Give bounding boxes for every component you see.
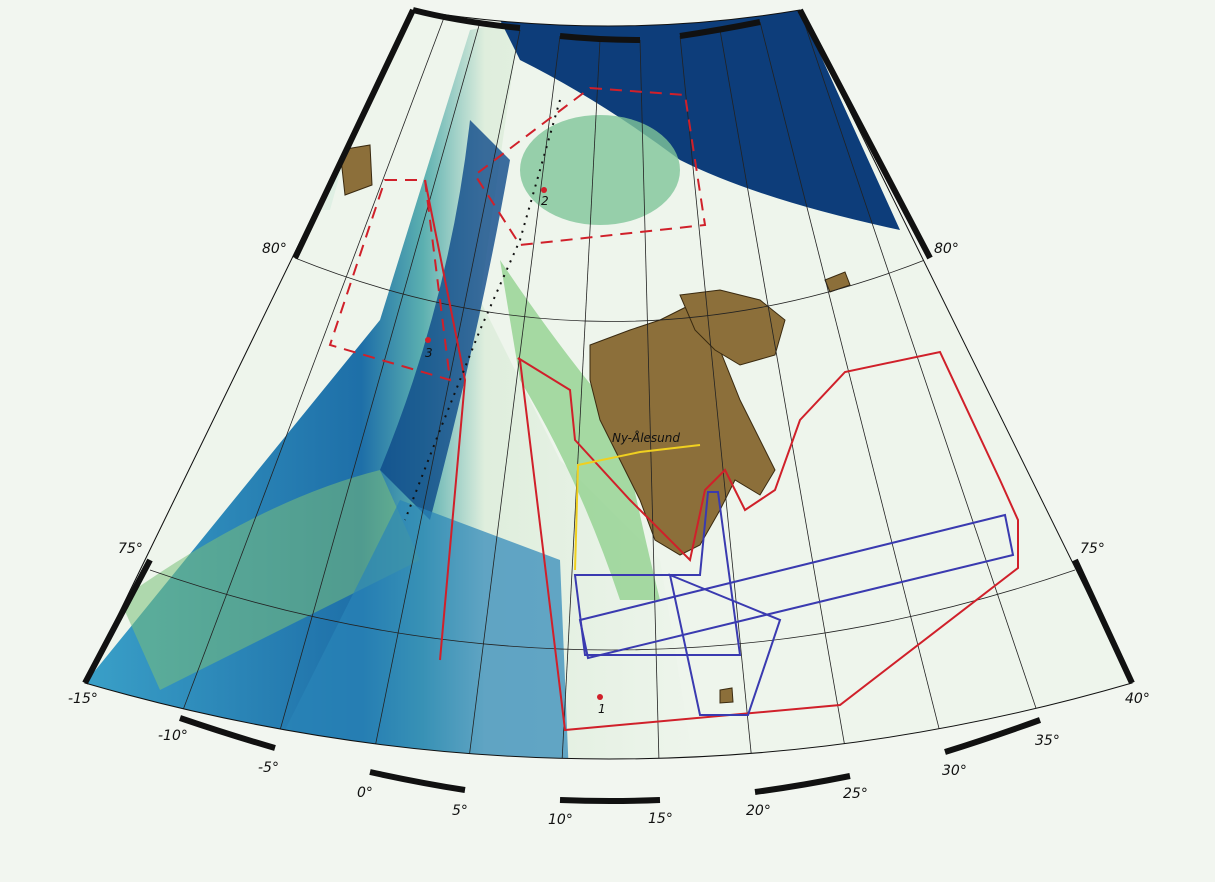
site-marker-1 [597, 694, 603, 700]
lon-label-5: 5° [452, 803, 468, 819]
latitude-labels: 80° 80° 75° 75° [118, 241, 1105, 557]
svalbard-land [339, 144, 851, 704]
map-frame [82, 7, 1135, 804]
lon-label-35: 35° [1035, 733, 1060, 749]
red-survey-polygon [517, 350, 1019, 732]
red-survey-line [424, 179, 467, 661]
sites: 1 2 3 Ny-Ålesund [425, 187, 680, 716]
yellow-track [574, 444, 701, 571]
site-marker-3 [425, 337, 431, 343]
longitude-labels: -15° -10° -5° 0° 5° 10° 15° 20° 25° 30° … [68, 691, 1150, 828]
site-label-3: 3 [425, 346, 433, 360]
red-survey-box-north [473, 86, 707, 247]
lon-label-40: 40° [1125, 691, 1150, 707]
lon-label-m10: -10° [158, 728, 188, 744]
lat-label-80-east: 80° [934, 241, 959, 257]
lat-label-75-east: 75° [1080, 541, 1105, 557]
lon-label-15: 15° [648, 811, 673, 827]
lon-label-30: 30° [942, 763, 967, 779]
survey-areas [328, 86, 1019, 732]
site-marker-2 [541, 187, 547, 193]
dotted-track [404, 99, 561, 521]
blue-survey-box-c [668, 573, 782, 716]
blue-survey-box-b [578, 513, 1015, 660]
lat-label-75-west: 75° [118, 541, 143, 557]
site-label-2: 2 [541, 194, 549, 208]
lon-label-m15: -15° [68, 691, 98, 707]
lon-label-25: 25° [843, 786, 868, 802]
place-label-ny-alesund: Ny-Ålesund [612, 430, 680, 445]
site-label-1: 1 [598, 702, 606, 716]
lon-label-m5: -5° [258, 760, 279, 776]
lon-label-0: 0° [357, 785, 373, 801]
lat-label-80-west: 80° [262, 241, 287, 257]
blue-survey-box-a [573, 491, 742, 656]
lon-label-10: 10° [548, 812, 573, 828]
lon-label-20: 20° [746, 803, 771, 819]
red-survey-box-west [328, 179, 452, 382]
